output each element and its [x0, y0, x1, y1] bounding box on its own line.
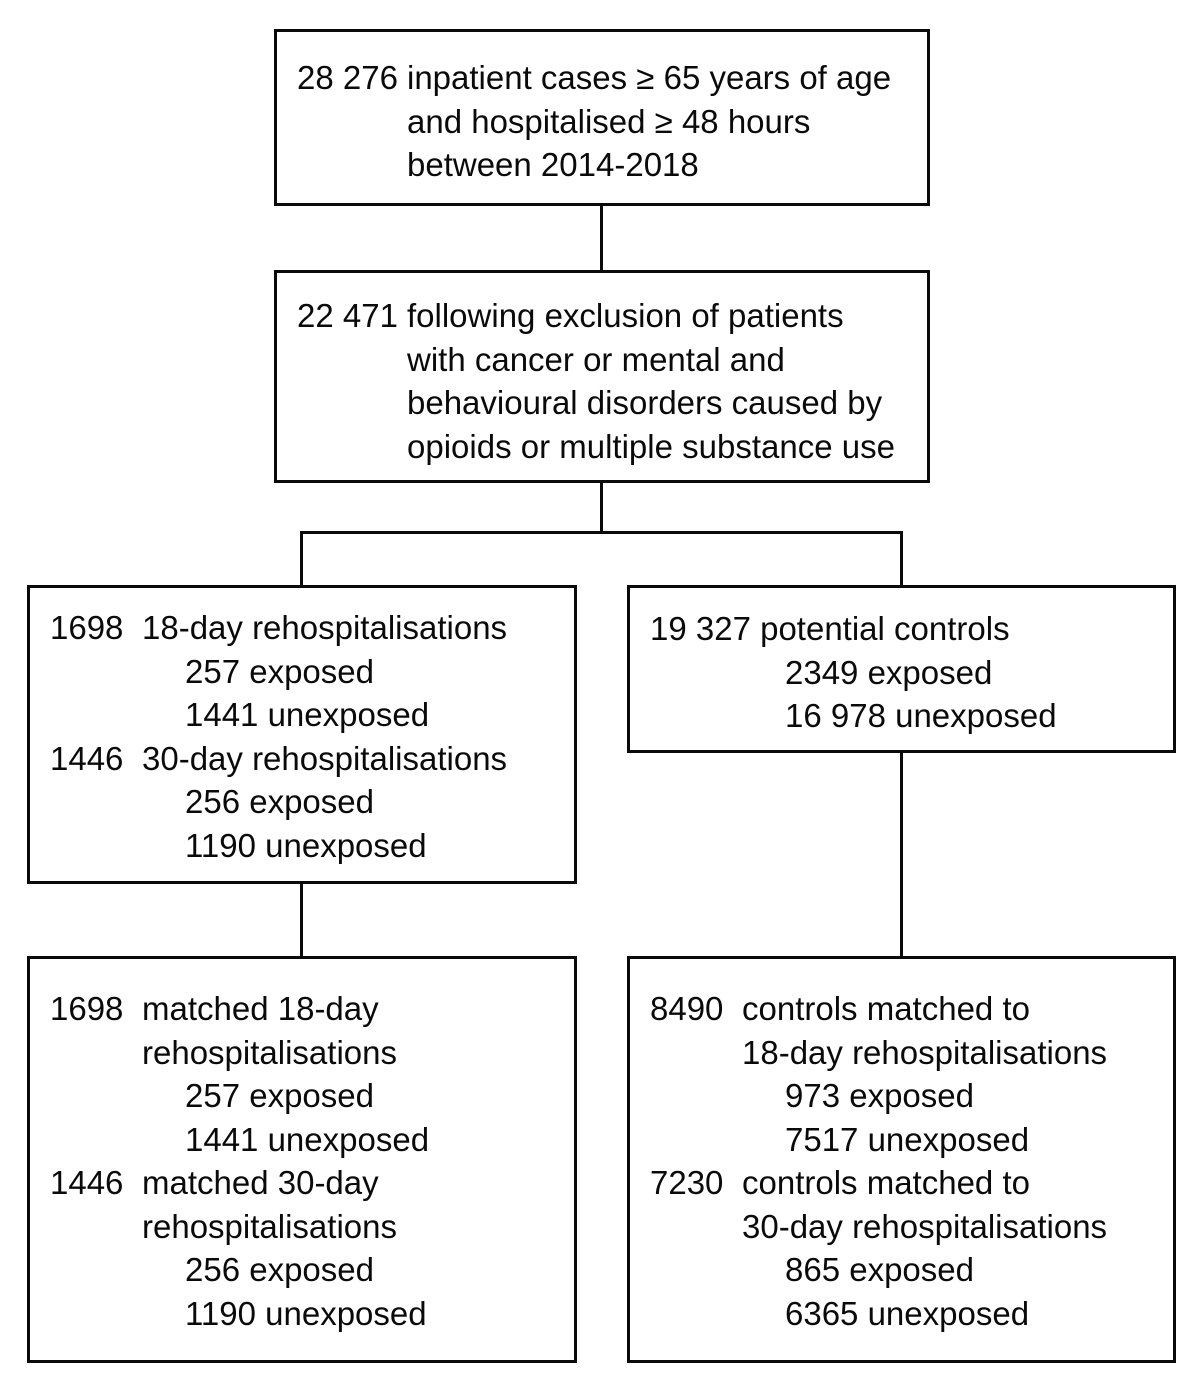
count-line: 28 276 inpatient cases ≥ 65 years of age: [297, 56, 915, 100]
count-line: 1698 matched 18-day: [50, 987, 562, 1031]
wrapped-line: with cancer or mental and: [407, 340, 785, 378]
exposed-line: 257 exposed: [185, 652, 374, 690]
count-line: 7230 controls matched to: [650, 1161, 1161, 1205]
connector-cases-to-matched: [300, 884, 303, 956]
box-eligible-cases: 28 276 inpatient cases ≥ 65 years of age…: [274, 29, 930, 206]
count-line: 1446 30-day rehospitalisations: [50, 737, 562, 781]
unexposed-line: 1190 unexposed: [185, 826, 427, 864]
count-value: 1446: [50, 739, 124, 777]
unexposed-line: 1441 unexposed: [185, 696, 430, 733]
exposed-line: 256 exposed: [185, 783, 374, 820]
connector-controls-to-matched: [900, 753, 903, 956]
wrapped-label: rehospitalisations: [142, 1207, 397, 1245]
unexposed-line: 7517 unexposed: [785, 1120, 1030, 1158]
wrapped-line: between 2014-2018: [407, 146, 699, 183]
connector-exclusion-stem: [600, 483, 603, 534]
connector-drop-to-cases: [300, 531, 303, 585]
wrapped-line: and hospitalised ≥ 48 hours: [407, 102, 811, 140]
unexposed-line: 16 978 unexposed: [785, 697, 1057, 734]
wrapped-line: behavioural disorders caused by: [407, 384, 883, 421]
count-label: controls matched to: [742, 990, 1030, 1027]
exposed-line: 257 exposed: [185, 1077, 374, 1114]
count-value: 8490: [650, 990, 724, 1027]
connector-top-to-exclusion: [600, 206, 603, 270]
connector-drop-to-controls: [900, 531, 903, 585]
connector-branch-horizontal: [300, 531, 903, 534]
box-matched-controls: 8490 controls matched to 18-day rehospit…: [627, 956, 1176, 1363]
count-label: inpatient cases ≥ 65 years of age: [407, 59, 892, 96]
count-label: 30-day rehospitalisations: [142, 739, 508, 777]
count-line: 22 471 following exclusion of patients: [297, 294, 915, 338]
exposed-line: 865 exposed: [785, 1251, 974, 1288]
unexposed-line: 1441 unexposed: [185, 1120, 430, 1158]
box-matched-rehospitalisations: 1698 matched 18-day rehospitalisations 2…: [27, 956, 577, 1363]
unexposed-line: 1190 unexposed: [185, 1294, 427, 1332]
count-line: 1446 matched 30-day: [50, 1161, 562, 1205]
count-line: 19 327 potential controls: [650, 610, 1010, 647]
count-label: controls matched to: [742, 1164, 1030, 1201]
wrapped-label: 30-day rehospitalisations: [742, 1207, 1108, 1245]
count-label: following exclusion of patients: [407, 297, 844, 334]
unexposed-line: 6365 unexposed: [785, 1294, 1030, 1332]
count-label: 18-day rehospitalisations: [142, 609, 508, 646]
count-value: 22 471: [297, 297, 398, 334]
exposed-line: 973 exposed: [785, 1077, 974, 1114]
box-after-exclusion: 22 471 following exclusion of patients w…: [274, 270, 930, 483]
wrapped-label: 18-day rehospitalisations: [742, 1033, 1108, 1071]
count-value: 1698: [50, 990, 124, 1027]
count-label: matched 18-day: [142, 990, 379, 1027]
wrapped-label: rehospitalisations: [142, 1033, 397, 1071]
exposed-line: 256 exposed: [185, 1251, 374, 1288]
exposed-line: 2349 exposed: [785, 653, 993, 691]
count-label: matched 30-day: [142, 1164, 379, 1201]
count-line: 1698 18-day rehospitalisations: [50, 606, 562, 650]
count-value: 1446: [50, 1164, 124, 1201]
box-potential-controls: 19 327 potential controls 2349 exposed 1…: [627, 585, 1176, 753]
wrapped-line: opioids or multiple substance use: [407, 427, 895, 465]
count-line: 8490 controls matched to: [650, 987, 1161, 1031]
box-rehospitalisations: 1698 18-day rehospitalisations 257 expos…: [27, 585, 577, 884]
count-value: 1698: [50, 609, 124, 646]
count-value: 28 276: [297, 59, 398, 96]
count-value: 7230: [650, 1164, 724, 1201]
